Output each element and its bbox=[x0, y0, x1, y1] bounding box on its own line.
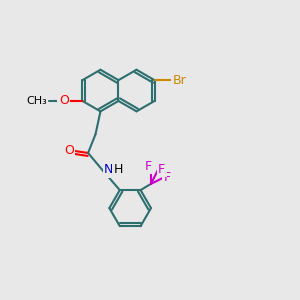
Text: O: O bbox=[64, 144, 74, 157]
Text: H: H bbox=[114, 163, 123, 176]
Text: F: F bbox=[158, 163, 165, 176]
Text: CH₃: CH₃ bbox=[26, 96, 47, 106]
Text: Br: Br bbox=[172, 74, 186, 87]
Text: F: F bbox=[164, 171, 170, 184]
Text: F: F bbox=[145, 160, 152, 173]
Text: O: O bbox=[59, 94, 69, 107]
Text: N: N bbox=[104, 163, 114, 176]
